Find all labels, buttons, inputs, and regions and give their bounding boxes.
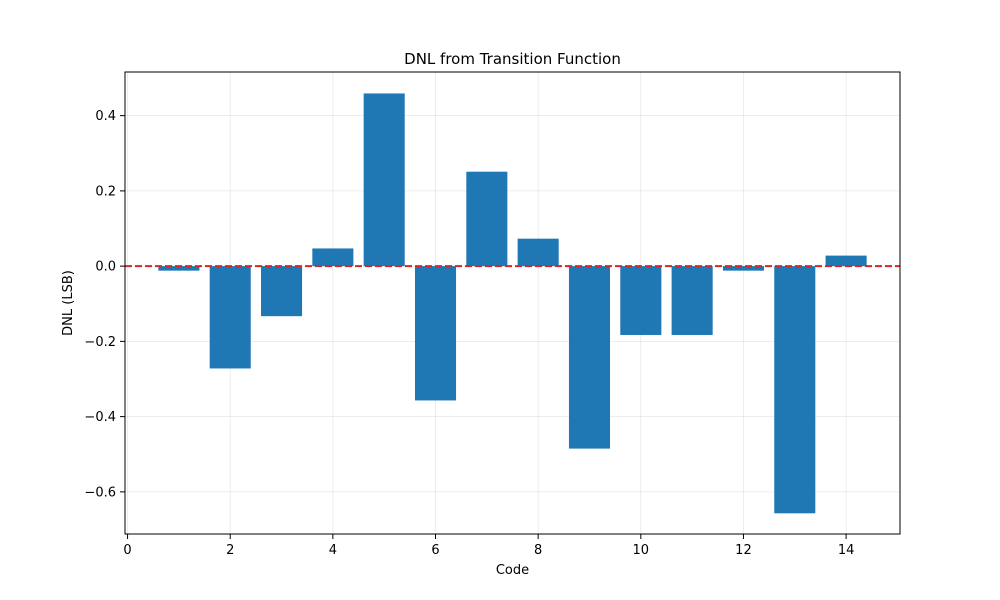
x-axis-label: Code <box>496 563 529 578</box>
bar-code-14 <box>825 255 867 267</box>
y-tick-label: −0.6 <box>84 485 116 500</box>
plot-area-frame <box>124 71 901 535</box>
y-axis-ticks: −0.6 −0.4 −0.2 0.0 0.2 0.4 <box>84 109 125 500</box>
chart-title: DNL from Transition Function <box>404 50 621 68</box>
bar-code-1 <box>158 266 200 271</box>
x-tick-label: 0 <box>123 543 131 558</box>
x-tick-label: 8 <box>534 543 542 558</box>
y-tick-label: −0.4 <box>84 410 116 425</box>
x-tick-label: 2 <box>226 543 234 558</box>
bar-code-13 <box>774 266 816 514</box>
y-tick-label: 0.4 <box>95 109 116 124</box>
x-tick-label: 10 <box>633 543 650 558</box>
bar-code-11 <box>671 266 713 335</box>
bar-code-9 <box>568 266 611 449</box>
bar-series <box>158 93 867 514</box>
x-tick-label: 12 <box>735 543 752 558</box>
bar-code-6 <box>414 266 457 401</box>
bar-code-4 <box>312 248 354 267</box>
y-tick-label: 0.2 <box>95 184 116 199</box>
x-tick-label: 4 <box>329 543 337 558</box>
y-tick-label: −0.2 <box>84 335 116 350</box>
bar-code-8 <box>517 238 559 267</box>
bar-code-3 <box>261 266 303 317</box>
x-tick-label: 6 <box>431 543 439 558</box>
bar-code-2 <box>209 266 251 369</box>
y-tick-label: 0.0 <box>95 260 116 275</box>
bar-code-7 <box>466 171 508 267</box>
x-axis-ticks: 0 2 4 6 8 10 12 14 <box>123 534 854 558</box>
y-axis-label: DNL (LSB) <box>61 270 76 336</box>
bar-code-10 <box>620 266 662 335</box>
bar-code-5 <box>363 93 405 267</box>
bar-code-12 <box>722 266 764 271</box>
x-tick-label: 14 <box>838 543 855 558</box>
